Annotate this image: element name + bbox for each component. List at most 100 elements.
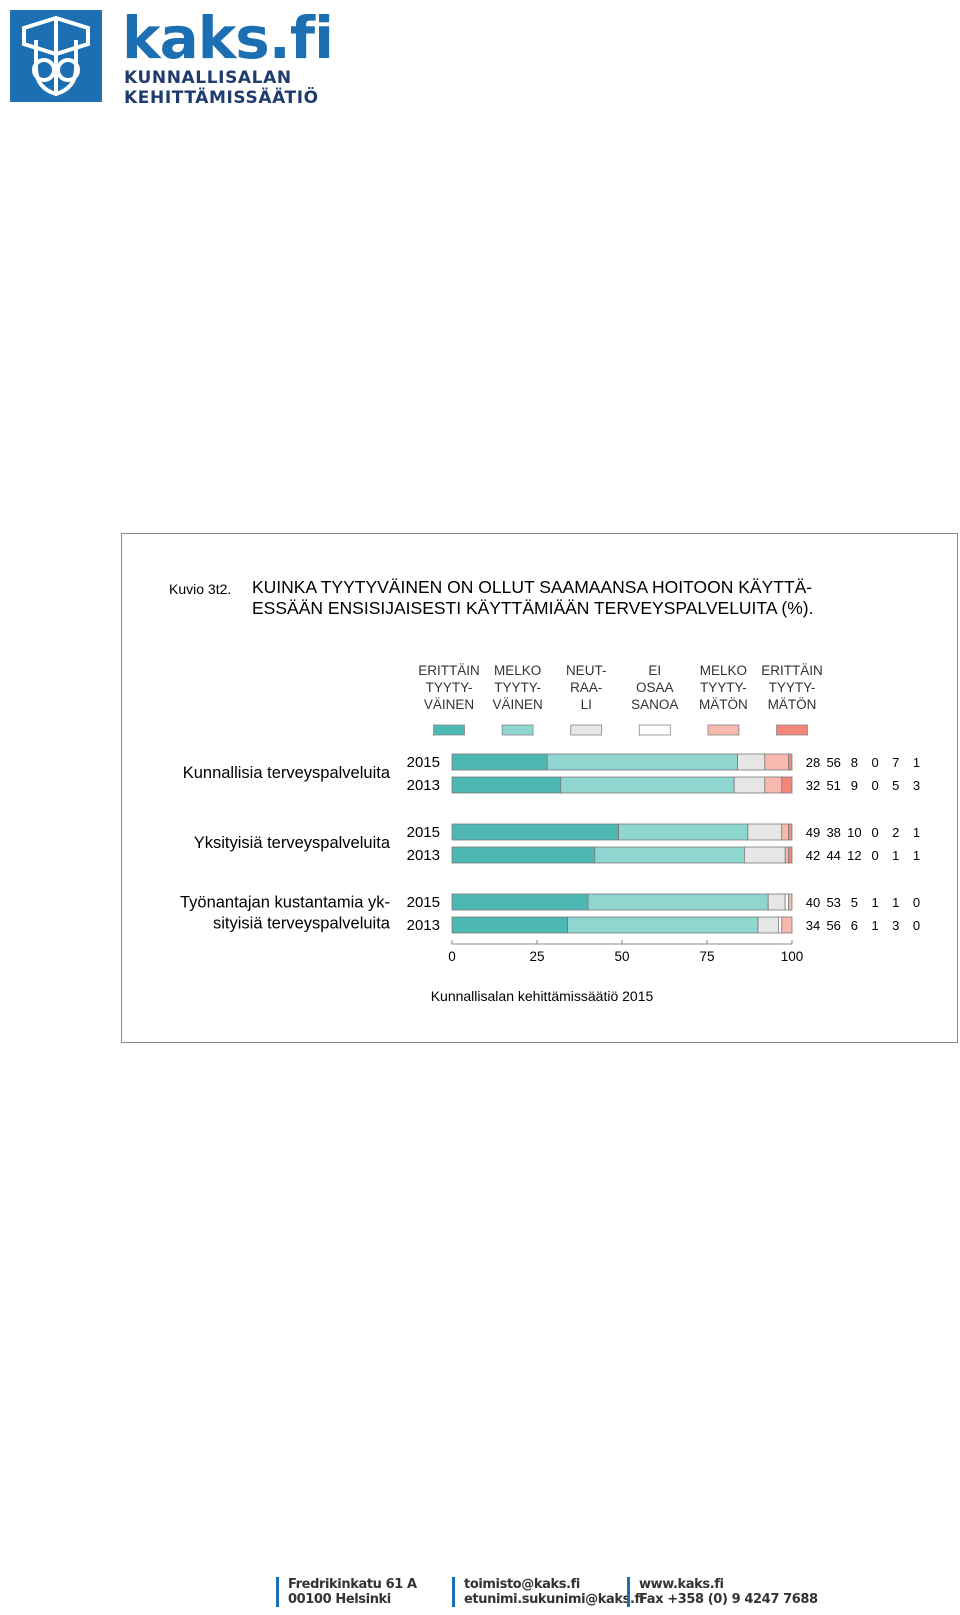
chart-title-line-1: KUINKA TYYTYVÄINEN ON OLLUT SAAMAANSA HO… bbox=[252, 577, 812, 597]
legend-swatch-5 bbox=[707, 724, 740, 736]
value-label-2-2013-1: 42 bbox=[806, 848, 820, 863]
value-label-3-2015-6: 0 bbox=[913, 895, 920, 910]
group-label-1: Kunnallisia terveyspalveluita bbox=[183, 764, 391, 782]
legend-label-2-line-2: TYYTY- bbox=[494, 680, 541, 695]
legend-label-3-line-2: RAA- bbox=[570, 680, 602, 695]
bar-segment-2-2015-2 bbox=[618, 823, 749, 841]
value-label-3-2013-1: 34 bbox=[806, 918, 820, 933]
year-label-1-2015: 2015 bbox=[407, 754, 440, 771]
value-label-2-2015-5: 2 bbox=[892, 825, 899, 840]
value-label-1-2015-3: 8 bbox=[851, 755, 858, 770]
legend-label-2-line-3: VÄINEN bbox=[492, 697, 542, 712]
value-label-1-2015-5: 7 bbox=[892, 755, 899, 770]
value-label-1-2015-1: 28 bbox=[806, 755, 820, 770]
value-label-3-2015-4: 1 bbox=[871, 895, 878, 910]
figure-frame: Kuvio 3t2. KUINKA TYYTYVÄINEN ON OLLUT SA… bbox=[121, 533, 958, 1043]
bar-segment-1-2015-6 bbox=[788, 753, 793, 771]
legend-label-3-line-3: LI bbox=[581, 697, 592, 712]
bar-segment-3-2013-3 bbox=[757, 916, 779, 934]
bar-segment-3-2015-3 bbox=[767, 893, 786, 911]
value-label-2-2015-2: 38 bbox=[826, 825, 840, 840]
footer-web: www.kaks.fi Fax +358 (0) 9 4247 7688 bbox=[627, 1577, 818, 1607]
bar-segment-3-2015-1 bbox=[451, 893, 589, 911]
legend-label-1-line-2: TYYTY- bbox=[426, 680, 473, 695]
legend-label-4-line-3: SANOA bbox=[631, 697, 678, 712]
logo-subtitle-1: KUNNALLISALAN bbox=[124, 68, 292, 88]
bar-segment-2-2013-3 bbox=[744, 846, 786, 864]
legend-label-6-line-1: ERITTÄIN bbox=[761, 663, 823, 678]
legend-label-1-line-1: ERITTÄIN bbox=[418, 663, 480, 678]
logo-name: kaks.fi bbox=[122, 4, 334, 72]
bar-segment-1-2013-1 bbox=[451, 776, 562, 794]
value-label-3-2013-4: 1 bbox=[871, 918, 878, 933]
bar-segment-1-2015-5 bbox=[764, 753, 789, 771]
year-label-3-2015: 2015 bbox=[407, 894, 440, 911]
bar-segment-3-2015-4 bbox=[784, 893, 790, 911]
year-label-2-2013: 2013 bbox=[407, 847, 440, 864]
value-label-1-2013-1: 32 bbox=[806, 778, 820, 793]
x-tick-label-50: 50 bbox=[614, 949, 629, 964]
legend-label-6-line-3: MÄTÖN bbox=[768, 697, 817, 712]
kaks-logo: kaks.fi KUNNALLISALAN KEHITTÄMISSÄÄTIÖ bbox=[10, 4, 334, 110]
x-tick-label-0: 0 bbox=[448, 949, 456, 964]
value-label-2-2015-6: 1 bbox=[913, 825, 920, 840]
group-label-3-line-2: sityisiä terveyspalveluita bbox=[213, 915, 391, 933]
footer-email: toimisto@kaks.fi etunimi.sukunimi@kaks.f… bbox=[452, 1577, 644, 1607]
group-label-2: Yksityisiä terveyspalveluita bbox=[194, 834, 391, 852]
group-label-3-line-1: Työnantajan kustantamia yk- bbox=[180, 894, 390, 912]
value-label-2-2015-3: 10 bbox=[847, 825, 861, 840]
bar-segment-2-2013-6 bbox=[788, 846, 793, 864]
legend-swatch-4 bbox=[638, 724, 671, 736]
value-label-3-2013-5: 3 bbox=[892, 918, 899, 933]
value-label-2-2015-4: 0 bbox=[871, 825, 878, 840]
legend-label-5-line-3: MÄTÖN bbox=[699, 697, 748, 712]
year-label-1-2013: 2013 bbox=[407, 777, 440, 794]
legend-label-2-line-1: MELKO bbox=[494, 663, 541, 678]
chart-title-line-2: ESSÄÄN ENSISIJAISESTI KÄYTTÄMIÄÄN TERVEY… bbox=[252, 598, 813, 618]
value-label-1-2015-6: 1 bbox=[913, 755, 920, 770]
value-label-1-2013-3: 9 bbox=[851, 778, 858, 793]
value-label-3-2015-3: 5 bbox=[851, 895, 858, 910]
bar-segment-3-2013-5 bbox=[781, 916, 793, 934]
legend-swatch-3 bbox=[570, 724, 603, 736]
x-tick-label-100: 100 bbox=[781, 949, 804, 964]
bar-segment-2-2013-1 bbox=[451, 846, 596, 864]
bar-segment-1-2015-3 bbox=[737, 753, 766, 771]
bar-segment-2-2013-5 bbox=[784, 846, 790, 864]
legend-label-4-line-2: OSAA bbox=[636, 680, 674, 695]
value-label-2-2013-6: 1 bbox=[913, 848, 920, 863]
bar-segment-2-2013-2 bbox=[594, 846, 745, 864]
legend-label-5-line-2: TYYTY- bbox=[700, 680, 747, 695]
value-label-1-2015-2: 56 bbox=[826, 755, 840, 770]
value-label-3-2015-1: 40 bbox=[806, 895, 820, 910]
value-label-2-2015-1: 49 bbox=[806, 825, 820, 840]
value-label-2-2013-3: 12 bbox=[847, 848, 861, 863]
footer-address: Fredrikinkatu 61 A 00100 Helsinki bbox=[276, 1577, 417, 1607]
footer-email-pattern: etunimi.sukunimi@kaks.fi bbox=[464, 1592, 644, 1607]
legend-label-4-line-1: EI bbox=[648, 663, 661, 678]
bar-segment-3-2013-1 bbox=[451, 916, 568, 934]
stacked-bar-chart: Kuvio 3t2. KUINKA TYYTYVÄINEN ON OLLUT SA… bbox=[169, 577, 920, 1004]
legend-swatch-1 bbox=[433, 724, 465, 736]
legend-swatch-2 bbox=[501, 724, 534, 736]
year-label-2-2015: 2015 bbox=[407, 824, 440, 841]
legend-label-3-line-1: NEUT- bbox=[566, 663, 607, 678]
bar-segment-1-2015-2 bbox=[546, 753, 739, 771]
x-tick-label-25: 25 bbox=[529, 949, 544, 964]
figure-label: Kuvio 3t2. bbox=[169, 581, 231, 597]
value-label-1-2013-4: 0 bbox=[871, 778, 878, 793]
footer-website: www.kaks.fi bbox=[639, 1577, 724, 1592]
footer-street: Fredrikinkatu 61 A bbox=[288, 1577, 417, 1592]
bar-segment-1-2013-5 bbox=[764, 776, 783, 794]
value-label-1-2013-2: 51 bbox=[826, 778, 840, 793]
value-label-3-2015-5: 1 bbox=[892, 895, 899, 910]
year-label-3-2013: 2013 bbox=[407, 917, 440, 934]
bar-segment-1-2015-1 bbox=[451, 753, 548, 771]
legend-label-6-line-2: TYYTY- bbox=[769, 680, 816, 695]
value-label-1-2015-4: 0 bbox=[871, 755, 878, 770]
bar-segment-3-2013-2 bbox=[567, 916, 759, 934]
value-label-3-2013-3: 6 bbox=[851, 918, 858, 933]
bar-segment-1-2013-6 bbox=[781, 776, 793, 794]
value-label-3-2013-2: 56 bbox=[826, 918, 840, 933]
value-label-2-2013-2: 44 bbox=[826, 848, 840, 863]
